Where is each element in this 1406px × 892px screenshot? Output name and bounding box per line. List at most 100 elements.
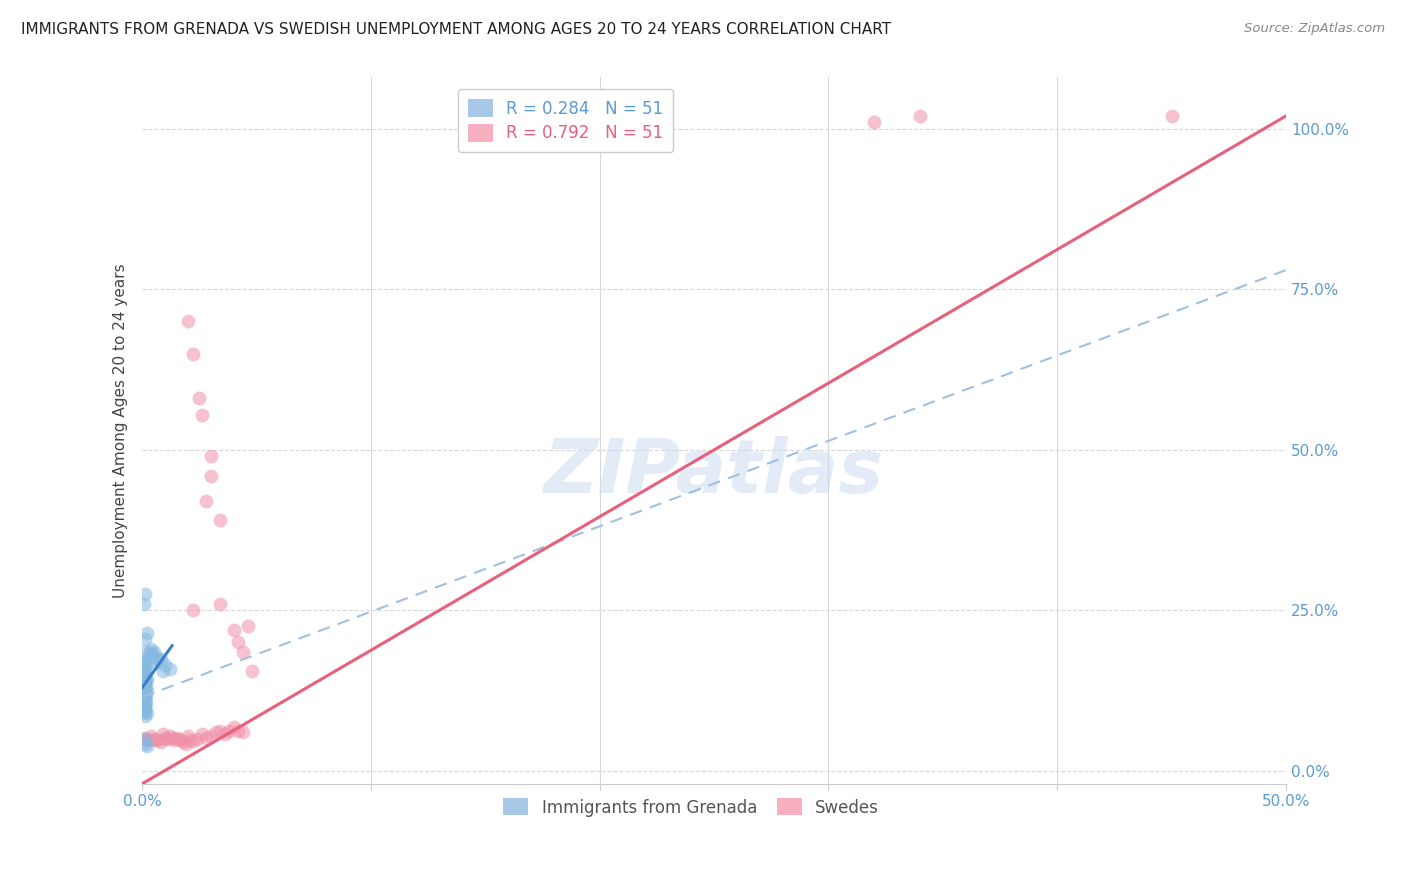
- Point: [134, 681, 156, 696]
- Point: [134, 698, 156, 713]
- Point: [191, 726, 214, 740]
- Point: [134, 669, 156, 683]
- Point: [209, 724, 232, 739]
- Point: [134, 673, 156, 688]
- Point: [153, 657, 176, 672]
- Point: [191, 408, 214, 422]
- Point: [204, 725, 226, 739]
- Point: [135, 625, 157, 640]
- Point: [195, 731, 218, 745]
- Point: [134, 660, 156, 674]
- Point: [200, 468, 222, 483]
- Point: [195, 494, 218, 508]
- Point: [177, 729, 200, 743]
- Point: [181, 603, 204, 617]
- Text: IMMIGRANTS FROM GRENADA VS SWEDISH UNEMPLOYMENT AMONG AGES 20 TO 24 YEARS CORREL: IMMIGRANTS FROM GRENADA VS SWEDISH UNEMP…: [21, 22, 891, 37]
- Point: [142, 645, 165, 659]
- Point: [149, 651, 172, 665]
- Y-axis label: Unemployment Among Ages 20 to 24 years: Unemployment Among Ages 20 to 24 years: [114, 263, 128, 598]
- Point: [135, 671, 157, 685]
- Point: [181, 734, 204, 748]
- Point: [200, 729, 222, 743]
- Point: [134, 703, 156, 717]
- Point: [228, 724, 250, 739]
- Point: [134, 731, 156, 746]
- Point: [135, 681, 157, 695]
- Point: [134, 705, 156, 719]
- Point: [141, 648, 163, 663]
- Point: [134, 679, 156, 693]
- Point: [134, 685, 156, 699]
- Point: [134, 587, 156, 601]
- Point: [145, 733, 167, 747]
- Point: [135, 683, 157, 698]
- Point: [135, 688, 157, 702]
- Point: [134, 597, 156, 611]
- Point: [134, 667, 156, 681]
- Point: [152, 665, 174, 679]
- Point: [863, 115, 886, 129]
- Point: [134, 731, 156, 745]
- Point: [139, 645, 162, 659]
- Point: [148, 733, 170, 747]
- Point: [134, 655, 156, 669]
- Point: [186, 731, 208, 746]
- Point: [141, 729, 163, 743]
- Point: [200, 450, 222, 464]
- Text: ZIPatlas: ZIPatlas: [544, 436, 884, 509]
- Point: [135, 657, 157, 672]
- Point: [135, 731, 157, 746]
- Point: [156, 731, 179, 746]
- Point: [240, 665, 263, 679]
- Point: [160, 731, 183, 745]
- Point: [148, 653, 170, 667]
- Point: [134, 737, 156, 751]
- Point: [153, 731, 176, 745]
- Point: [179, 733, 201, 747]
- Point: [138, 733, 160, 747]
- Point: [166, 731, 188, 745]
- Point: [172, 735, 194, 749]
- Point: [232, 645, 254, 659]
- Point: [134, 662, 156, 676]
- Point: [236, 619, 259, 633]
- Point: [134, 675, 156, 690]
- Point: [159, 729, 181, 743]
- Point: [152, 726, 174, 740]
- Point: [214, 726, 236, 740]
- Point: [232, 725, 254, 739]
- Point: [134, 687, 156, 701]
- Point: [170, 733, 193, 747]
- Point: [145, 656, 167, 670]
- Point: [134, 693, 156, 707]
- Point: [135, 673, 157, 687]
- Point: [145, 649, 167, 664]
- Point: [181, 346, 204, 360]
- Point: [134, 645, 156, 659]
- Point: [174, 737, 197, 751]
- Point: [134, 665, 156, 679]
- Point: [177, 314, 200, 328]
- Point: [228, 635, 250, 649]
- Point: [209, 597, 232, 611]
- Point: [1160, 109, 1182, 123]
- Point: [134, 632, 156, 647]
- Point: [134, 699, 156, 714]
- Point: [135, 739, 157, 754]
- Point: [134, 692, 156, 706]
- Point: [134, 690, 156, 704]
- Point: [167, 731, 190, 746]
- Point: [222, 720, 245, 734]
- Point: [142, 731, 165, 746]
- Point: [135, 706, 157, 720]
- Legend: Immigrants from Grenada, Swedes: Immigrants from Grenada, Swedes: [495, 790, 887, 825]
- Point: [134, 677, 156, 691]
- Point: [188, 392, 211, 406]
- Point: [149, 735, 172, 749]
- Point: [159, 662, 181, 676]
- Point: [222, 623, 245, 637]
- Text: Source: ZipAtlas.com: Source: ZipAtlas.com: [1244, 22, 1385, 36]
- Point: [134, 651, 156, 665]
- Point: [218, 724, 240, 739]
- Point: [209, 513, 232, 527]
